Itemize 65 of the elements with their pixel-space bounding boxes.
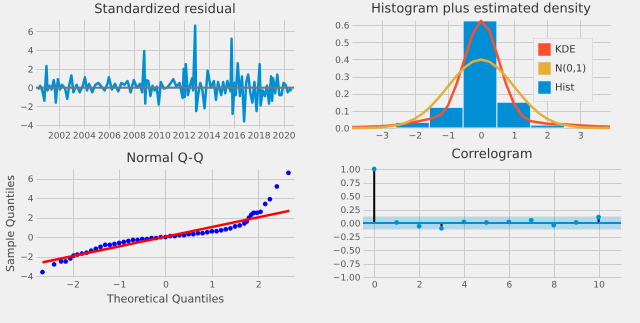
x-tick-label: 2004 (72, 132, 96, 142)
x-tick-label: −2 (66, 280, 80, 290)
y-tick-label: 0.75 (340, 179, 360, 189)
x-tick-label: −1 (442, 132, 456, 142)
chart-title: Histogram plus estimated density (371, 2, 592, 17)
x-tick-label: 2010 (148, 132, 172, 142)
x-tick-label: 2014 (198, 132, 221, 142)
y-tick-label: 4 (28, 194, 34, 205)
chart-title: Standardized residual (94, 2, 236, 17)
y-tick-label: 0.6 (335, 22, 350, 32)
y-tick-label: −4 (20, 122, 34, 132)
x-tick-label: 3 (578, 132, 584, 142)
legend-label: N(0,1) (555, 64, 586, 74)
y-axis-title: Sample Quantiles (4, 174, 18, 272)
x-tick-label: 2016 (222, 132, 246, 142)
legend-label: Hist (555, 82, 575, 94)
x-tick-label: 2 (544, 132, 551, 142)
x-tick-label: 1 (210, 280, 216, 290)
y-tick-label: 0.5 (335, 38, 350, 49)
y-tick-label: 2 (28, 214, 34, 224)
legend-label: KDE (555, 44, 576, 56)
x-tick-label: 2012 (172, 132, 196, 142)
x-tick-label: −3 (376, 132, 389, 142)
y-tick-label: 0.25 (340, 206, 360, 216)
y-tick-label: −2 (20, 253, 34, 264)
y-tick-label: 0.3 (335, 73, 350, 84)
chart-title: Correlogram (452, 147, 532, 162)
y-tick-label: 2 (28, 65, 34, 76)
x-tick-label: 2006 (98, 132, 122, 142)
x-tick-label: 0 (478, 132, 485, 142)
x-tick-label: 10 (593, 280, 606, 290)
y-tick-label: 0 (28, 234, 34, 244)
y-tick-label: 0.00 (340, 220, 361, 230)
x-tick-label: 2 (256, 280, 262, 290)
x-tick-label: 6 (506, 280, 512, 290)
x-tick-label: 8 (551, 280, 558, 290)
y-tick-label: −1.00 (332, 274, 361, 284)
y-tick-label: 0.2 (335, 90, 350, 100)
x-tick-label: 0 (163, 280, 170, 290)
y-tick-label: −2 (20, 102, 34, 113)
y-tick-label: 0.50 (340, 192, 361, 202)
chart-title: Normal Q-Q (126, 151, 204, 166)
y-tick-label: 0 (28, 84, 34, 94)
x-tick-label: −2 (408, 132, 422, 142)
y-tick-label: −0.25 (332, 233, 360, 243)
x-tick-label: 2018 (248, 132, 271, 142)
x-tick-label: 0 (372, 280, 378, 290)
x-tick-label: 4 (462, 280, 468, 290)
x-tick-label: 2020 (272, 132, 296, 142)
x-axis-title: Theoretical Quantiles (106, 292, 224, 306)
x-tick-label: 2 (416, 280, 422, 290)
y-tick-label: −4 (20, 272, 34, 283)
x-tick-label: 2008 (122, 132, 146, 142)
y-tick-label: 0.1 (335, 107, 350, 118)
y-tick-label: 0.4 (335, 56, 350, 66)
x-tick-label: −1 (112, 280, 126, 290)
x-tick-label: 2002 (48, 132, 71, 142)
y-tick-label: 6 (28, 175, 34, 186)
y-tick-label: −0.75 (332, 260, 360, 270)
x-tick-label: 1 (512, 132, 518, 142)
y-tick-label: 6 (28, 28, 34, 38)
y-tick-label: −0.50 (332, 246, 361, 256)
y-tick-label: 0.0 (335, 124, 350, 134)
y-tick-label: 1.00 (340, 166, 361, 176)
y-tick-label: 4 (28, 46, 34, 57)
